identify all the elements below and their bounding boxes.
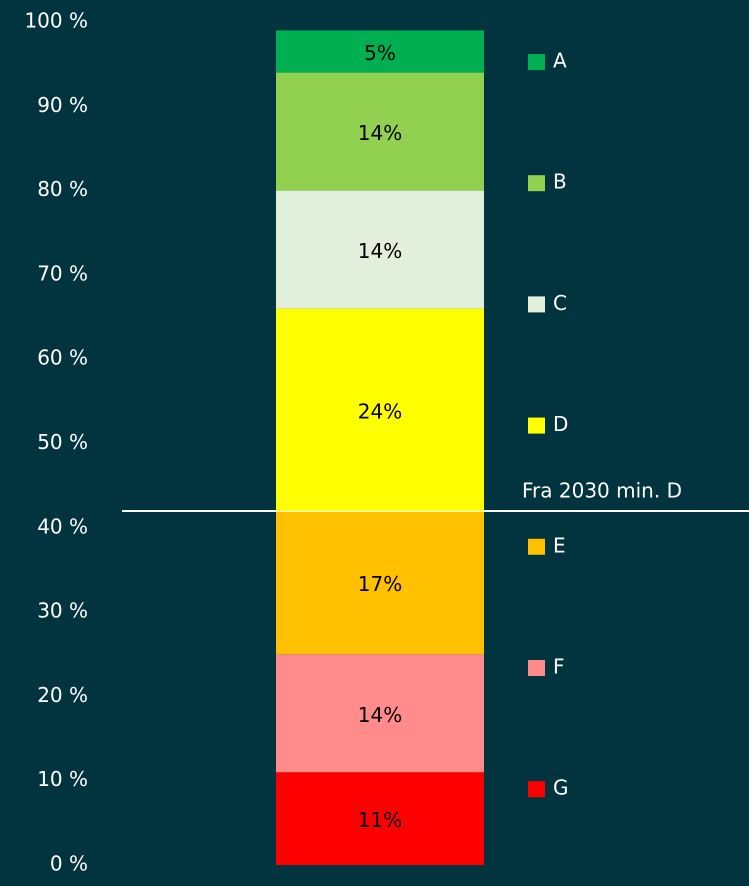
legend-label: E [553, 533, 566, 557]
y-tick-label: 80 % [37, 177, 88, 201]
legend-swatch [528, 660, 545, 676]
legend-swatch [528, 417, 545, 434]
legend-label: B [553, 170, 567, 194]
bar-segment [276, 654, 484, 773]
data-label: 14% [358, 239, 402, 263]
legend-label: C [553, 291, 567, 315]
data-label: 11% [358, 808, 402, 832]
bar-segment [276, 308, 484, 511]
y-tick-label: 30 % [37, 599, 88, 623]
y-tick-label: 20 % [37, 683, 88, 707]
data-label: 14% [358, 121, 402, 145]
legend-swatch [528, 538, 545, 555]
legend-label: A [553, 49, 567, 73]
bar-segment [276, 510, 484, 655]
y-tick-label: 100 % [24, 9, 88, 33]
y-tick-label: 70 % [37, 261, 88, 285]
data-label: 24% [358, 399, 402, 423]
y-tick-label: 50 % [37, 430, 88, 454]
data-label: 14% [358, 703, 402, 727]
data-label: 17% [358, 572, 402, 596]
annotation: Fra 2030 min. D [522, 479, 682, 503]
y-tick-label: 0 % [50, 852, 88, 876]
legend-swatch [528, 781, 545, 798]
bar-segment [276, 772, 484, 865]
legend-label: G [553, 776, 569, 800]
legend-swatch [528, 54, 545, 70]
y-tick-label: 90 % [37, 93, 88, 117]
legend-swatch [528, 175, 545, 192]
bar-segment [276, 72, 484, 191]
legend-label: D [553, 412, 568, 436]
legend-label: F [553, 655, 565, 679]
bar-segment [276, 30, 484, 73]
data-label: 5% [364, 41, 396, 65]
y-tick-label: 40 % [37, 514, 88, 538]
y-tick-label: 60 % [37, 346, 88, 370]
legend-swatch [528, 296, 545, 313]
y-tick-label: 10 % [37, 767, 88, 791]
bar-segment [276, 190, 484, 309]
